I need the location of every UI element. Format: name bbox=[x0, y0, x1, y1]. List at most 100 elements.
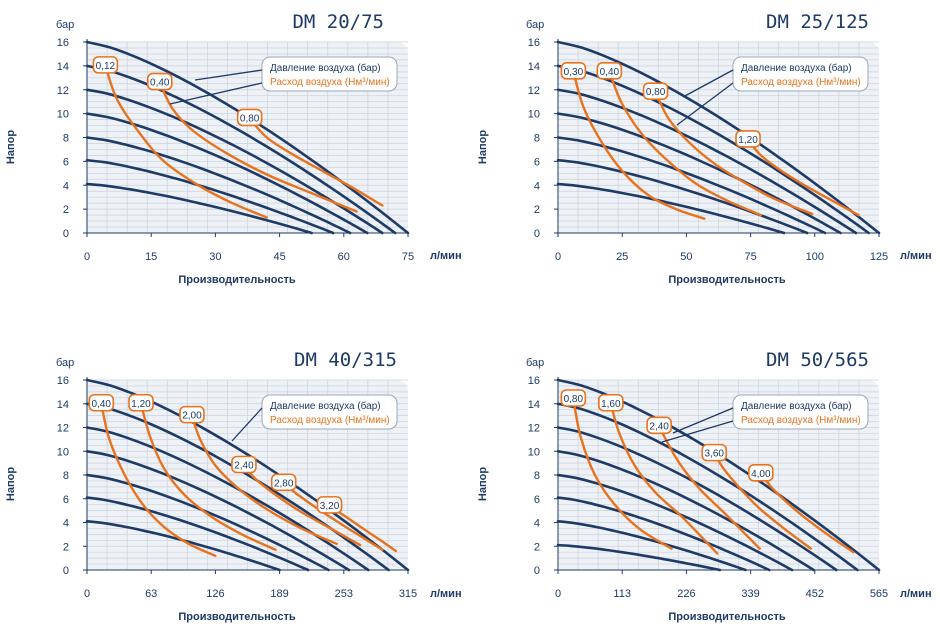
air-consumption-curve bbox=[654, 90, 814, 216]
y-tick-label: 10 bbox=[528, 109, 540, 121]
x-tick-label: 226 bbox=[677, 588, 695, 600]
y-tick-label: 12 bbox=[528, 85, 540, 97]
x-unit-label: л/мин bbox=[430, 588, 462, 600]
chart-panel-1: 0 2 4 6 8 10 12 14 16 0 15 30 45 60 75 DM 20/75 бар Напор… bbox=[5, 11, 462, 286]
x-tick-label: 125 bbox=[870, 251, 888, 263]
y-tick-label: 12 bbox=[57, 85, 69, 97]
chart-title: DM 50/565 bbox=[766, 349, 869, 371]
y-tick-label: 0 bbox=[63, 228, 69, 240]
air-curve-label-box bbox=[701, 443, 728, 462]
x-axis-title: Производительность bbox=[178, 611, 295, 623]
air-curve-label: 2,80 bbox=[274, 478, 294, 489]
chart-title: DM 20/75 bbox=[292, 11, 384, 33]
pressure-curve bbox=[556, 64, 870, 235]
air-consumption-curve bbox=[248, 117, 384, 207]
x-tick-label: 63 bbox=[145, 588, 157, 600]
air-curve-label-box bbox=[646, 416, 672, 435]
air-curve-label: 2,40 bbox=[649, 421, 669, 432]
pressure-curve bbox=[556, 543, 722, 572]
x-tick-label: 113 bbox=[613, 588, 631, 600]
y-tick-label: 4 bbox=[63, 180, 69, 192]
y-tick-label: 4 bbox=[534, 518, 540, 530]
air-curve-label: 4,00 bbox=[751, 469, 771, 480]
pressure-curve bbox=[556, 88, 858, 235]
legend-box bbox=[261, 56, 398, 92]
pressure-curve bbox=[85, 136, 352, 235]
y-tick-label: 6 bbox=[534, 156, 540, 168]
air-curve-label: 3,20 bbox=[320, 501, 340, 512]
chart-panel-3: 0 2 4 6 8 10 12 14 16 0 63 126 189 253 315 DM 40/315 бар… bbox=[5, 349, 462, 623]
y-tick-label: 0 bbox=[534, 565, 540, 577]
chart-title: DM 25/125 bbox=[766, 11, 869, 33]
pressure-curve bbox=[556, 426, 838, 572]
legend-box bbox=[732, 56, 869, 92]
air-curve-label: 2,00 bbox=[182, 411, 202, 422]
air-curve-label-box bbox=[270, 473, 297, 492]
air-curve-label: 3,60 bbox=[705, 449, 725, 460]
air-curve-label: 0,40 bbox=[600, 67, 620, 78]
y-tick-label: 2 bbox=[534, 204, 540, 216]
x-tick-label: 189 bbox=[270, 588, 288, 600]
x-tick-label: 30 bbox=[209, 251, 221, 263]
air-consumption-curve bbox=[158, 81, 358, 213]
air-curve-label-box bbox=[596, 62, 623, 80]
legend-pressure: Давление воздуха (бар) bbox=[270, 62, 381, 74]
y-tick-label: 0 bbox=[534, 228, 540, 240]
x-tick-label: 60 bbox=[338, 251, 350, 263]
air-consumption-curve bbox=[608, 70, 763, 217]
y-axis-title: Напор bbox=[477, 467, 489, 501]
x-tick-label: 315 bbox=[399, 588, 417, 600]
air-curve-label-box bbox=[598, 393, 624, 412]
legend-pointer-line bbox=[169, 82, 263, 105]
chart-panel-4: 0 2 4 6 8 10 12 14 16 0 113 226 339 452 565 DM 50/565 ба… bbox=[477, 349, 932, 623]
x-tick-label: 253 bbox=[335, 588, 353, 600]
pressure-curve bbox=[556, 473, 794, 572]
chart-title: DM 40/315 bbox=[294, 349, 397, 371]
x-tick-label: 25 bbox=[616, 251, 628, 263]
air-consumption-curve bbox=[190, 414, 338, 546]
pressure-curve bbox=[85, 182, 313, 235]
y-tick-label: 6 bbox=[63, 156, 69, 168]
air-curve-label: 1,60 bbox=[601, 399, 621, 410]
air-consumption-curve bbox=[282, 482, 384, 551]
y-tick-label: 0 bbox=[63, 565, 69, 577]
air-consumption-curve bbox=[100, 402, 217, 557]
air-curve-label: 0,80 bbox=[564, 394, 584, 405]
legend-air: Расход воздуха (Нм³/мин) bbox=[270, 77, 390, 88]
y-tick-label: 12 bbox=[528, 423, 540, 435]
legend-pointer-line bbox=[661, 420, 734, 443]
pressure-curve bbox=[556, 182, 786, 235]
pressure-curve bbox=[85, 64, 397, 235]
legend-air: Расход воздуха (Нм³/мин) bbox=[270, 415, 390, 426]
air-curve-label-box bbox=[146, 72, 173, 91]
x-tick-label: 565 bbox=[870, 588, 888, 600]
air-curve-label-box bbox=[179, 405, 205, 424]
y-axis-title: Напор bbox=[5, 467, 17, 501]
pressure-curve bbox=[85, 426, 370, 572]
air-curve-label: 0,80 bbox=[240, 113, 260, 124]
y-tick-label: 10 bbox=[57, 109, 69, 121]
pressure-curve bbox=[556, 136, 827, 235]
legend-air: Расход воздуха (Нм³/мин) bbox=[741, 415, 861, 426]
legend-pointer-line bbox=[682, 69, 734, 98]
x-tick-label: 15 bbox=[145, 251, 157, 263]
x-tick-label: 45 bbox=[273, 251, 285, 263]
x-tick-label: 452 bbox=[806, 588, 824, 600]
air-curve-label: 0,80 bbox=[646, 87, 666, 98]
legend-air: Расход воздуха (Нм³/мин) bbox=[741, 77, 861, 88]
y-tick-label: 4 bbox=[534, 180, 540, 192]
x-tick-label: 100 bbox=[806, 251, 824, 263]
air-curve-label-box bbox=[316, 496, 343, 514]
x-axis-title: Производительность bbox=[178, 274, 295, 286]
pressure-curve bbox=[556, 496, 771, 572]
x-unit-label: л/мин bbox=[900, 250, 932, 262]
legend-pressure: Давление воздуха (бар) bbox=[741, 62, 852, 74]
x-tick-label: 75 bbox=[744, 251, 756, 263]
air-curve-label-box bbox=[642, 82, 669, 100]
x-tick-label: 0 bbox=[84, 588, 90, 600]
air-consumption-curve bbox=[713, 452, 812, 550]
air-curve-label: 2,40 bbox=[234, 461, 254, 472]
air-consumption-curve bbox=[242, 464, 362, 547]
air-curve-label-box bbox=[231, 455, 257, 474]
